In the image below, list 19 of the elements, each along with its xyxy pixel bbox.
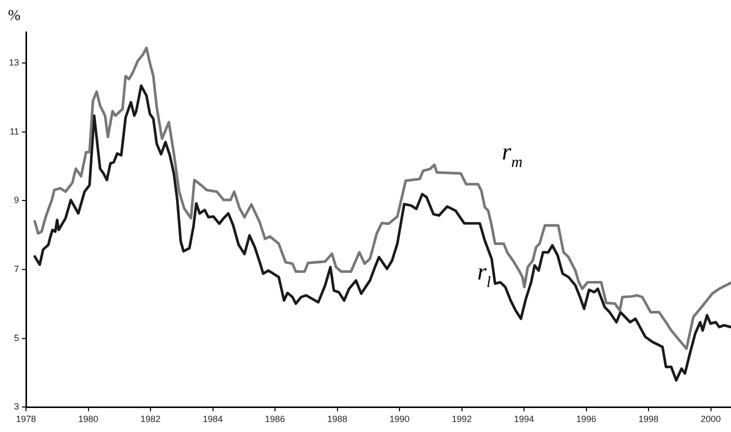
x-tick-label: 1980 xyxy=(78,414,98,424)
x-tick-label: 1978 xyxy=(16,414,36,424)
y-tick-label: 9 xyxy=(14,195,20,206)
y-tick-label: 3 xyxy=(14,402,20,412)
x-tick-label: 1986 xyxy=(265,414,286,424)
x-tick-label: 1988 xyxy=(327,414,348,424)
y-tick-label: 7 xyxy=(14,264,20,274)
y-tick-label: 13 xyxy=(8,57,20,68)
y-axis-title: % xyxy=(8,8,20,24)
x-tick-label: 1998 xyxy=(638,414,659,424)
x-tick-label: 1992 xyxy=(452,414,472,424)
x-tick-label: 1984 xyxy=(202,414,223,424)
x-tick-label: 1990 xyxy=(390,414,410,424)
y-tick-label: 5 xyxy=(14,332,20,343)
x-tick-label: 1982 xyxy=(140,414,161,424)
x-tick-label: 1994 xyxy=(514,414,534,424)
y-tick-label: 11 xyxy=(10,126,20,136)
x-tick-label: 2000 xyxy=(700,414,721,424)
x-tick-label: 1996 xyxy=(576,414,596,424)
